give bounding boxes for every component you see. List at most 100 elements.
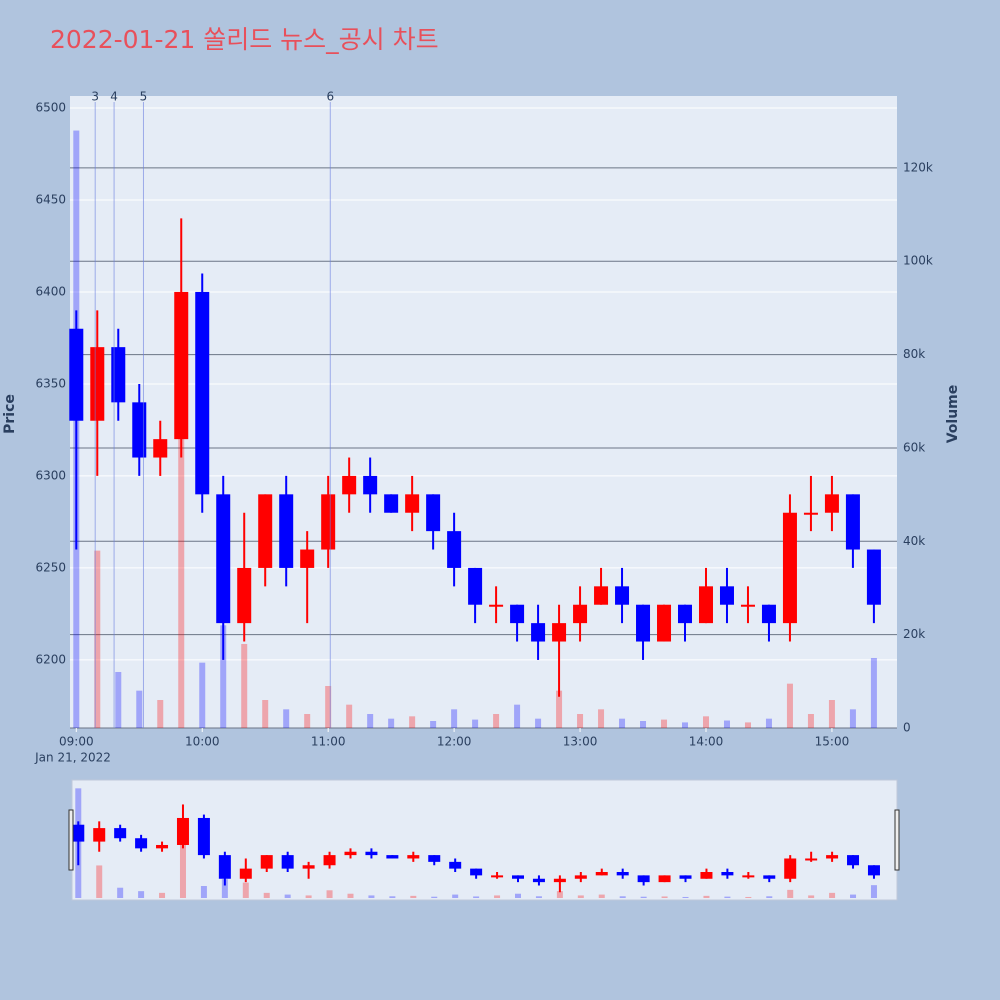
candle-body: [405, 494, 420, 513]
volume-bar: [347, 893, 354, 898]
candle-body: [174, 291, 189, 440]
candle-body: [510, 604, 525, 624]
candle-body: [468, 567, 483, 605]
candle-body: [323, 855, 336, 866]
volume-bar: [723, 720, 730, 728]
candle-body: [552, 623, 567, 642]
candle-body: [135, 838, 148, 849]
volume-bar: [221, 879, 228, 898]
volume-bar: [556, 891, 563, 898]
y-tick-label: 6350: [35, 376, 66, 390]
volume-bar: [178, 424, 185, 728]
candle-body: [594, 586, 609, 605]
volume-bar: [200, 886, 207, 898]
volume-bar: [535, 896, 542, 898]
volume-bar: [494, 895, 501, 898]
volume-bar: [640, 896, 647, 898]
volume-bar: [346, 704, 353, 728]
candle-body: [156, 844, 169, 849]
volume-bar: [409, 716, 416, 728]
volume-bar: [179, 842, 186, 898]
candle-body: [426, 494, 441, 532]
volume-bar: [807, 713, 814, 728]
candle-body: [805, 858, 818, 861]
volume-bar: [199, 662, 206, 728]
candle-body: [239, 868, 252, 879]
candle-body: [428, 855, 441, 862]
event-label: 3: [91, 90, 99, 104]
volume-bar: [598, 709, 605, 728]
volume-bar: [682, 722, 689, 728]
volume-bar: [96, 865, 103, 898]
candle-body: [700, 871, 713, 879]
candle-body: [761, 604, 776, 624]
volume-bar: [535, 718, 542, 728]
candle-body: [742, 875, 755, 878]
candle-body: [449, 861, 462, 869]
candle-body: [678, 604, 693, 624]
x-tick-label: 11:00: [311, 735, 346, 749]
volume-bar: [220, 625, 227, 728]
y2-tick-label: 40k: [903, 534, 925, 548]
volume-bar: [849, 709, 856, 728]
y2-axis-title: Volume: [945, 385, 961, 444]
x-tick-label: 10:00: [185, 735, 220, 749]
candle-body: [679, 875, 692, 879]
candle-body: [866, 549, 881, 605]
candle-body: [615, 586, 630, 605]
volume-bar: [159, 892, 166, 898]
candle-body: [491, 875, 504, 878]
candle-body: [344, 851, 357, 856]
candle-body: [824, 494, 839, 513]
candle-body: [153, 439, 168, 458]
volume-bar: [661, 896, 668, 898]
x-tick-label: 12:00: [437, 735, 472, 749]
chart-title: 2022-01-21 쏠리드 뉴스_공시 차트: [50, 25, 439, 54]
candle-body: [300, 549, 315, 568]
volume-bar: [829, 892, 836, 898]
candle-body: [867, 865, 880, 876]
volume-bar: [828, 699, 835, 728]
y-tick-label: 6400: [35, 284, 66, 298]
volume-bar: [389, 896, 396, 898]
candle-body: [281, 855, 294, 869]
volume-bar: [598, 894, 605, 898]
y2-tick-label: 80k: [903, 347, 925, 361]
candle-body: [595, 871, 608, 876]
candle-body: [176, 817, 189, 845]
x-tick-label: 14:00: [689, 735, 724, 749]
volume-bar: [284, 894, 291, 898]
candle-body: [847, 855, 860, 866]
candle-body: [512, 875, 525, 879]
candle-body: [216, 494, 231, 624]
range-slider[interactable]: [71, 779, 898, 901]
volume-bar: [682, 896, 689, 898]
candle-body: [637, 875, 650, 883]
candle-body: [90, 347, 105, 421]
volume-bar: [136, 690, 143, 728]
candle-body: [260, 855, 273, 869]
candle-body: [489, 604, 504, 607]
candle-body: [197, 817, 210, 856]
volume-bar: [388, 718, 395, 728]
range-handle[interactable]: [894, 809, 900, 871]
candle-body: [365, 851, 378, 856]
range-handle[interactable]: [68, 809, 74, 871]
candle-body: [657, 604, 672, 642]
volume-bar: [138, 891, 145, 898]
candle-body: [782, 512, 797, 624]
volume-bar: [115, 671, 122, 728]
candle-body: [784, 858, 797, 879]
volume-bar: [556, 690, 563, 728]
candle-body: [132, 402, 147, 458]
volume-bar: [703, 895, 710, 898]
candle-body: [721, 871, 734, 876]
volume-bar: [262, 699, 269, 728]
volume-bar: [326, 890, 333, 898]
volume-bar: [94, 550, 101, 728]
candle-body: [531, 623, 546, 642]
volume-bar: [452, 894, 459, 898]
volume-bar: [745, 896, 752, 898]
volume-bar: [473, 896, 480, 898]
